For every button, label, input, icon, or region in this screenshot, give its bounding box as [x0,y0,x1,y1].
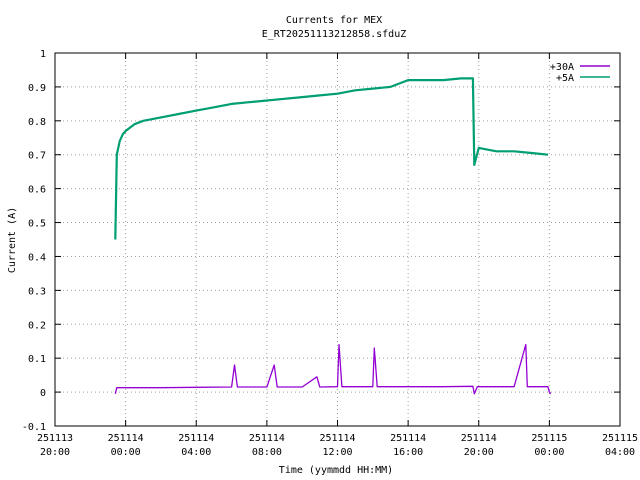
x-tick-label-time: 08:00 [252,447,282,458]
x-tick-label-date: 251114 [319,433,355,444]
y-tick-label: 0 [40,388,46,399]
x-tick-label-date: 251114 [249,433,285,444]
y-tick-label: -0.1 [22,422,46,433]
x-tick-label-date: 251115 [531,433,567,444]
x-tick-label-date: 251114 [390,433,426,444]
legend-label: +5A [556,73,574,84]
y-tick-label: 0.4 [28,252,46,263]
ticks [54,52,621,427]
x-tick-label-time: 20:00 [464,447,494,458]
chart-subtitle: E_RT20251113212858.sfduZ [262,29,407,40]
x-tick-label-date: 251113 [37,433,73,444]
x-tick-label-time: 00:00 [534,447,564,458]
legend: +30A+5A [550,62,610,84]
y-tick-label: 0.8 [28,117,46,128]
y-tick-label: 0.9 [28,83,46,94]
x-tick-labels: 251113 20:00 251114 00:00 251114 04:00 251114 0… [37,433,638,458]
y-tick-label: 0.7 [28,151,46,162]
x-tick-label-time: 12:00 [322,447,352,458]
x-tick-label-date: 251114 [461,433,497,444]
y-tick-label: 0.6 [28,185,46,196]
y-tick-label: 0.1 [28,354,46,365]
x-tick-label-date: 251114 [108,433,144,444]
y-tick-label: 1 [40,49,46,60]
x-tick-label-date: 251115 [602,433,638,444]
legend-label: +30A [550,62,574,73]
x-tick-label-date: 251114 [178,433,214,444]
chart-title: Currents for MEX [286,15,382,26]
series-line-plus5a [114,77,549,240]
x-tick-label-time: 20:00 [40,447,70,458]
y-tick-label: 0.3 [28,286,46,297]
y-tick-label: 0.2 [28,320,46,331]
x-axis-label: Time (yymmdd HH:MM) [279,465,393,476]
series-line-plus30a [114,343,552,395]
series-layer [114,77,552,395]
x-tick-label-time: 16:00 [393,447,423,458]
y-axis-label: Current (A) [7,207,18,273]
x-tick-label-time: 04:00 [181,447,211,458]
x-tick-label-time: 04:00 [605,447,635,458]
x-tick-label-time: 00:00 [111,447,141,458]
y-tick-label: 0.5 [28,219,46,230]
y-tick-labels: -0.1 0 0.1 0.2 0.3 0.4 0.5 0.6 0.7 0.8 0.9 1 [22,49,46,433]
